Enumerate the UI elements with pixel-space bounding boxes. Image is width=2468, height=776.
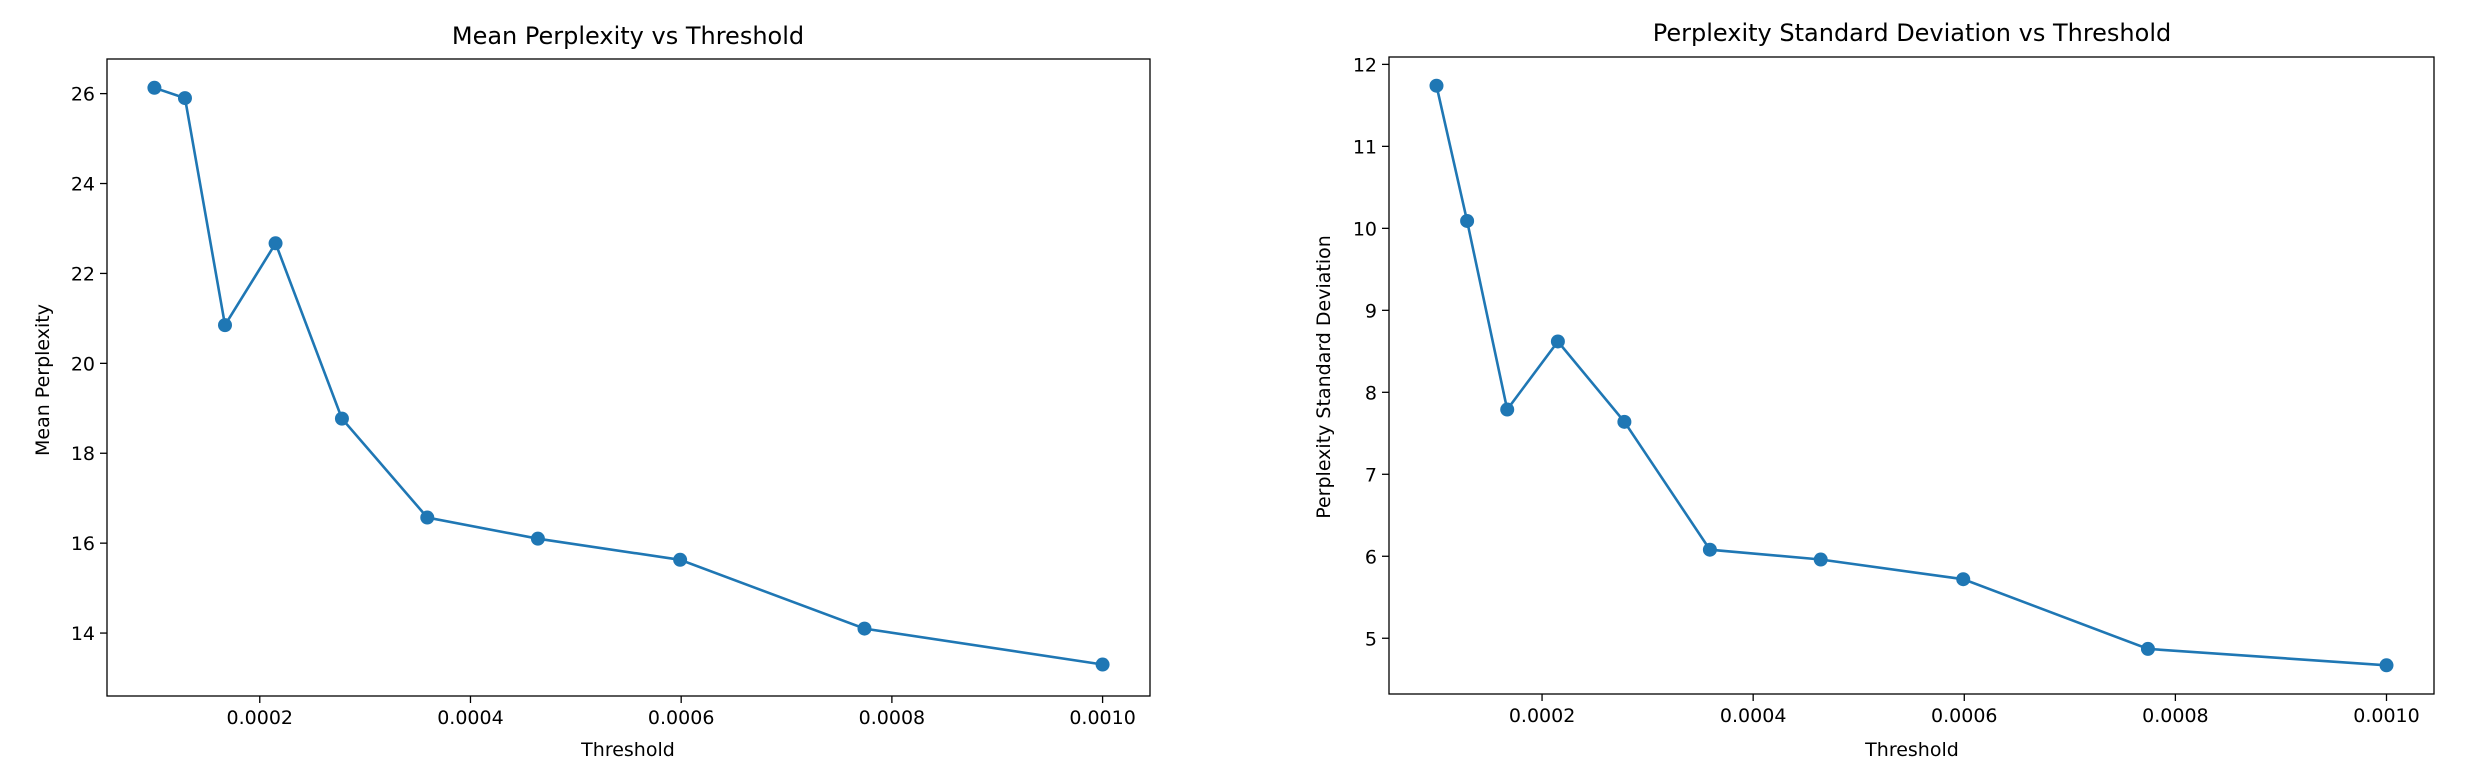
- x-tick-labels: 0.0002 0.0004 0.0006 0.0008 0.0010: [1509, 705, 2420, 727]
- y-tick-label: 11: [1353, 136, 1377, 158]
- chart-title: Perplexity Standard Deviation vs Thresho…: [1653, 19, 2171, 47]
- y-tick-label: 6: [1365, 546, 1377, 568]
- x-tick-label: 0.0010: [1069, 707, 1135, 729]
- x-tick-label: 0.0010: [2353, 705, 2419, 727]
- y-axis-label: Perplexity Standard Deviation: [1313, 235, 1335, 519]
- y-tick-label: 5: [1365, 628, 1377, 650]
- plot-marks: [147, 80, 1110, 672]
- y-tick-label: 14: [71, 623, 95, 645]
- data-point: [530, 531, 545, 546]
- chart-mean-perplexity: Mean Perplexity vs Threshold Threshold M…: [32, 22, 1151, 761]
- data-point: [1956, 572, 1971, 587]
- y-tick-labels: 14 16 18 20 22 24 26: [71, 84, 95, 645]
- data-point: [217, 318, 232, 333]
- x-tick-label: 0.0002: [1509, 705, 1575, 727]
- data-point: [1702, 542, 1717, 557]
- y-tick-label: 20: [71, 353, 95, 375]
- x-tick-label: 0.0002: [227, 707, 293, 729]
- data-point: [268, 236, 283, 251]
- series-line: [1435, 85, 2387, 667]
- x-axis-label: Threshold: [580, 739, 675, 761]
- y-tick-label: 24: [71, 174, 95, 196]
- axis-ticks: [100, 92, 1104, 703]
- y-tick-label: 7: [1365, 464, 1377, 486]
- data-point: [1617, 414, 1632, 429]
- x-axis-label: Threshold: [1864, 739, 1959, 761]
- y-tick-label: 8: [1365, 382, 1377, 404]
- chart-perplexity-std: Perplexity Standard Deviation vs Thresho…: [1313, 19, 2435, 761]
- x-tick-label: 0.0006: [648, 707, 714, 729]
- axis-ticks: [1382, 63, 2388, 701]
- plot-marks: [1429, 78, 2394, 673]
- chart-title: Mean Perplexity vs Threshold: [452, 22, 804, 50]
- y-tick-labels: 5 6 7 8 9 10 11 12: [1353, 54, 1377, 650]
- x-tick-labels: 0.0002 0.0004 0.0006 0.0008 0.0010: [227, 707, 1136, 729]
- data-point: [334, 411, 349, 426]
- data-point: [2140, 641, 2155, 656]
- y-tick-label: 22: [71, 263, 95, 285]
- plot-frame: [1388, 56, 2435, 695]
- data-point: [177, 91, 192, 106]
- data-point: [673, 552, 688, 567]
- y-axis-label: Mean Perplexity: [32, 304, 54, 456]
- data-point: [147, 80, 162, 95]
- data-point: [1813, 552, 1828, 567]
- data-point: [1500, 402, 1515, 417]
- data-point: [1095, 657, 1110, 672]
- series-line: [153, 86, 1103, 666]
- data-point: [420, 510, 435, 525]
- y-tick-label: 10: [1353, 218, 1377, 240]
- x-tick-label: 0.0004: [437, 707, 503, 729]
- plot-frame: [106, 58, 1151, 697]
- data-point: [1550, 334, 1565, 349]
- data-point: [857, 621, 872, 636]
- y-tick-label: 26: [71, 84, 95, 106]
- data-point: [1429, 78, 1444, 93]
- y-tick-label: 9: [1365, 300, 1377, 322]
- x-tick-label: 0.0004: [1720, 705, 1786, 727]
- y-tick-label: 12: [1353, 54, 1377, 76]
- x-tick-label: 0.0006: [1931, 705, 1997, 727]
- x-tick-label: 0.0008: [859, 707, 925, 729]
- data-point: [2379, 658, 2394, 673]
- x-tick-label: 0.0008: [2142, 705, 2208, 727]
- data-point: [1460, 213, 1475, 228]
- y-tick-label: 16: [71, 533, 95, 555]
- y-tick-label: 18: [71, 443, 95, 465]
